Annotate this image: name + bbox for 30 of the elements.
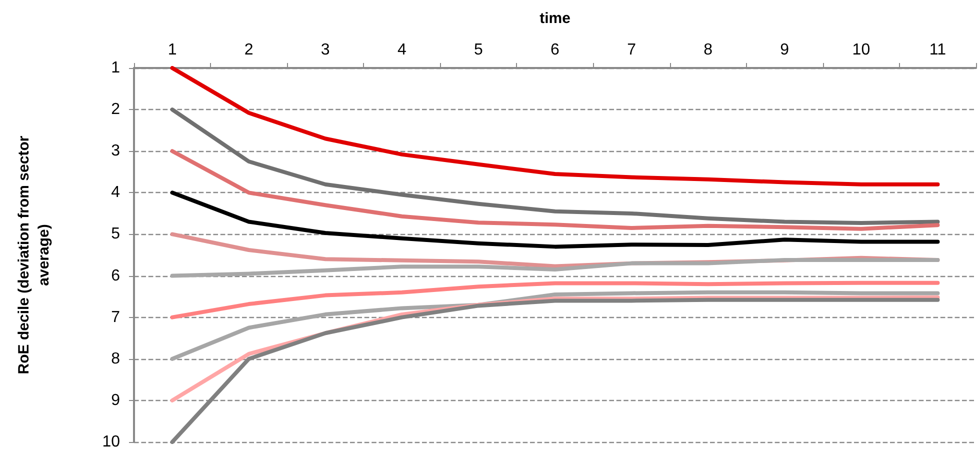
x-tick-label: 6 [550, 42, 560, 58]
x-tick-label: 1 [168, 42, 177, 58]
line-series [170, 258, 940, 278]
y-tick-label: 4 [111, 184, 120, 202]
x-tick-label: 10 [852, 42, 870, 58]
x-tick-label: 4 [397, 42, 406, 58]
y-axis-title: RoE decile (deviation from sector average) [16, 136, 52, 374]
x-tick-label: 7 [627, 42, 636, 58]
line-series [170, 149, 940, 231]
y-tick-label: 1 [111, 60, 120, 76]
x-tick-label: 9 [780, 42, 790, 58]
y-tick-label: 5 [111, 226, 120, 243]
line-series [170, 280, 940, 320]
x-tick-label: 11 [929, 42, 946, 58]
y-tick-label: 7 [111, 308, 120, 326]
x-tick-label: 8 [704, 42, 713, 58]
y-tick-label: 3 [111, 142, 120, 160]
y-tick-label: 10 [102, 434, 120, 450]
line-series [170, 290, 940, 361]
x-tick-label: 5 [474, 42, 483, 58]
x-axis-title: time [540, 10, 570, 27]
x-tick-label: 3 [320, 42, 330, 58]
y-tick-label: 8 [111, 350, 120, 368]
line-series [170, 66, 940, 186]
y-tick-label: 2 [111, 101, 120, 118]
line-series [170, 108, 940, 225]
y-tick-label: 6 [111, 267, 120, 284]
line-series [170, 190, 940, 249]
y-tick-label: 9 [111, 392, 120, 409]
x-tick-label: 2 [244, 42, 254, 58]
